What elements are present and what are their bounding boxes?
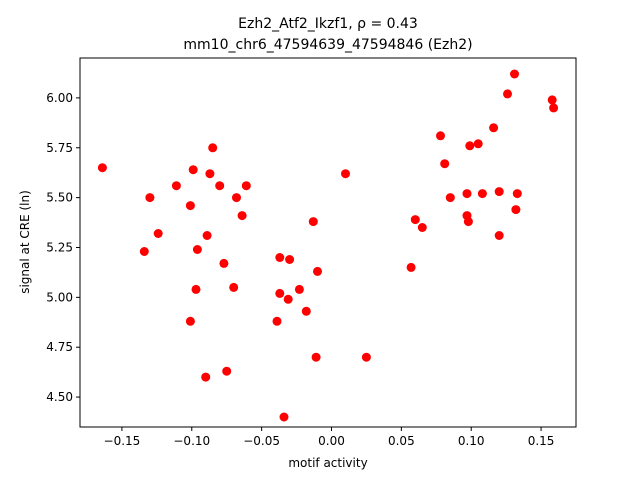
data-point — [153, 229, 163, 238]
data-point — [311, 352, 321, 362]
data-point — [477, 189, 487, 199]
data-point — [463, 217, 473, 227]
data-point — [285, 255, 295, 264]
data-point — [215, 181, 225, 191]
data-point — [436, 131, 445, 141]
data-point — [192, 245, 202, 254]
x-tick-label: 0.00 — [318, 434, 345, 448]
data-point — [410, 215, 420, 225]
chart-title: Ezh2_Atf2_Ikzf1, ρ = 0.43 — [238, 16, 418, 32]
data-point — [294, 284, 304, 294]
data-point — [547, 95, 557, 105]
ticks-layer: −0.15 −0.10 −0.05 0.00 0.05 0.10 0.15 4.50 4.75 5… — [46, 91, 554, 448]
data-point — [201, 372, 211, 382]
x-axis-label: motif activity — [288, 456, 367, 470]
data-point — [445, 193, 455, 203]
data-point — [205, 169, 215, 179]
data-point — [511, 205, 521, 215]
data-point — [341, 169, 350, 179]
data-point — [440, 159, 450, 169]
y-tick-label: 4.50 — [46, 390, 73, 404]
y-tick-label: 5.75 — [46, 141, 73, 155]
data-point — [361, 352, 371, 362]
data-point — [494, 231, 504, 240]
data-point — [171, 181, 181, 191]
points-layer — [97, 69, 559, 422]
data-point — [503, 89, 512, 99]
x-tick-label: 0.10 — [458, 434, 485, 448]
data-point — [313, 266, 322, 276]
data-point — [275, 288, 285, 298]
plot-frame — [79, 57, 577, 428]
data-point — [301, 306, 311, 316]
data-point — [208, 143, 218, 153]
data-point — [465, 141, 475, 151]
data-point — [494, 187, 504, 197]
y-tick-label: 6.00 — [46, 91, 73, 105]
data-point — [308, 217, 318, 227]
data-point — [202, 231, 212, 240]
data-point — [417, 223, 427, 232]
data-point — [229, 282, 239, 292]
data-point — [222, 366, 232, 376]
data-point — [473, 139, 483, 149]
data-point — [406, 262, 416, 272]
y-tick-label: 5.00 — [46, 290, 73, 304]
data-point — [241, 181, 251, 191]
data-point — [510, 69, 519, 79]
data-point — [272, 316, 282, 326]
data-point — [512, 189, 522, 199]
x-tick-label: −0.15 — [104, 434, 141, 448]
data-point — [185, 316, 195, 326]
y-axis-label: signal at CRE (ln) — [18, 190, 32, 294]
data-point — [145, 193, 155, 203]
data-point — [185, 201, 195, 211]
data-point — [139, 247, 149, 256]
x-tick-label: −0.10 — [173, 434, 210, 448]
data-point — [279, 412, 289, 422]
y-tick-label: 5.50 — [46, 191, 73, 205]
y-tick-label: 4.75 — [46, 340, 73, 354]
data-point — [489, 123, 499, 133]
data-point — [275, 253, 285, 262]
data-point — [462, 189, 472, 199]
y-tick-label: 5.25 — [46, 240, 73, 254]
x-tick-label: −0.05 — [243, 434, 280, 448]
x-tick-label: 0.05 — [388, 434, 415, 448]
data-point — [232, 193, 241, 203]
data-point — [283, 294, 293, 304]
data-point — [219, 258, 229, 268]
chart-subtitle: mm10_chr6_47594639_47594846 (Ezh2) — [183, 37, 472, 53]
data-point — [549, 103, 559, 113]
data-point — [188, 165, 198, 175]
data-point — [97, 163, 107, 173]
data-point — [191, 284, 201, 294]
x-tick-label: 0.15 — [528, 434, 555, 448]
data-point — [237, 211, 247, 221]
